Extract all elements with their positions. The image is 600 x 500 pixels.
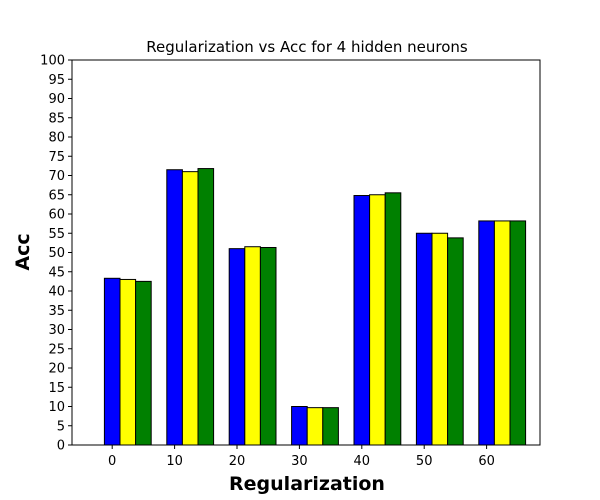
y-tick-label: 90 — [48, 92, 65, 107]
y-tick-label: 30 — [48, 323, 65, 338]
y-tick-label: 95 — [48, 73, 65, 88]
bar-50-series-3 — [447, 237, 464, 446]
bars — [103, 168, 527, 446]
bar-0-series-3 — [135, 280, 152, 446]
plot-area-frame — [71, 59, 541, 446]
bar-0-series-2 — [119, 278, 137, 446]
bar-40-series-1 — [353, 195, 371, 446]
y-tick-label: 60 — [48, 208, 65, 223]
bar-50-series-1 — [415, 232, 433, 446]
y-tick-label: 0 — [57, 439, 65, 454]
x-tick-label: 30 — [291, 454, 308, 469]
y-tick-label: 70 — [48, 169, 65, 184]
chart-title: Regularization vs Acc for 4 hidden neuro… — [146, 38, 468, 56]
y-tick-label: 75 — [48, 150, 65, 165]
x-tick-label: 60 — [478, 454, 495, 469]
y-tick-label: 5 — [57, 419, 65, 434]
bar-30-series-2 — [306, 407, 324, 446]
y-tick-label: 100 — [40, 54, 65, 69]
bar-10-series-1 — [166, 169, 183, 446]
x-tick-label: 10 — [166, 454, 183, 469]
y-tick-label: 85 — [48, 111, 65, 126]
bar-0-series-1 — [103, 277, 121, 446]
bar-10-series-2 — [181, 171, 199, 446]
bar-60-series-1 — [478, 220, 495, 446]
x-tick-label: 0 — [108, 454, 116, 469]
y-tick-label: 45 — [48, 265, 65, 280]
bar-60-series-2 — [493, 220, 511, 446]
bar-30-series-3 — [322, 407, 339, 446]
y-axis-ticks: 0 5 10 15 20 25 30 35 40 45 50 55 60 65 70 75 80 85 90 95 10… — [40, 54, 72, 454]
x-tick-label: 20 — [229, 454, 246, 469]
y-tick-label: 80 — [48, 131, 65, 146]
y-tick-label: 40 — [48, 285, 65, 300]
y-tick-label: 50 — [48, 246, 65, 261]
y-tick-label: 20 — [48, 362, 65, 377]
x-axis-ticks: 0 10 20 30 40 50 60 — [108, 445, 495, 469]
x-axis-label: Regularization — [229, 473, 385, 495]
y-tick-label: 65 — [48, 188, 65, 203]
y-tick-label: 15 — [48, 381, 65, 396]
y-tick-label: 25 — [48, 342, 65, 357]
bar-30-series-1 — [291, 406, 308, 446]
bar-40-series-2 — [369, 194, 386, 446]
bar-60-series-3 — [509, 220, 527, 446]
bar-20-series-1 — [228, 248, 246, 446]
bar-50-series-2 — [431, 232, 449, 446]
y-axis-label: Acc — [12, 233, 34, 270]
bar-20-series-3 — [259, 246, 277, 446]
y-tick-label: 35 — [48, 304, 65, 319]
x-tick-label: 50 — [416, 454, 433, 469]
y-tick-label: 55 — [48, 227, 65, 242]
bar-20-series-2 — [244, 246, 261, 446]
bar-10-series-3 — [197, 168, 215, 446]
x-tick-label: 40 — [354, 454, 371, 469]
y-tick-label: 10 — [48, 400, 65, 415]
bar-40-series-3 — [384, 192, 402, 446]
